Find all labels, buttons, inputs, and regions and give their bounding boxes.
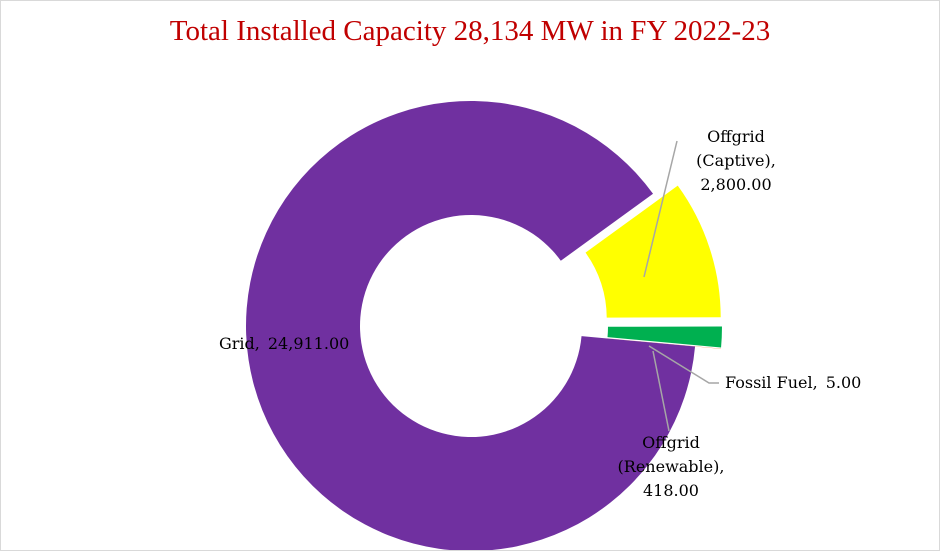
category-label: Offgrid (Renewable), (617, 433, 725, 476)
slice (246, 101, 696, 550)
slice (607, 326, 722, 348)
chart-title: Total Installed Capacity 28,134 MW in FY… (169, 15, 771, 47)
slice (607, 338, 721, 349)
value-label: 5.00 (825, 373, 862, 392)
data-label: Offgrid (Renewable), 418.00 (606, 431, 736, 503)
leader-line (643, 140, 678, 278)
value-label: 2,800.00 (700, 175, 772, 194)
value-label: 24,911.00 (267, 334, 350, 353)
category-label: Offgrid (Captive), (696, 127, 776, 170)
slice (585, 185, 721, 318)
data-label: Grid, 24,911.00 (219, 332, 419, 356)
leader-line (652, 350, 670, 432)
value-label: 418.00 (643, 481, 699, 500)
data-label: Offgrid (Captive), 2,800.00 (681, 125, 791, 197)
data-label: Fossil Fuel, 5.00 (725, 371, 905, 395)
category-label: Fossil Fuel, (725, 373, 818, 392)
leader-line (648, 345, 719, 384)
category-label: Grid, (219, 334, 260, 353)
